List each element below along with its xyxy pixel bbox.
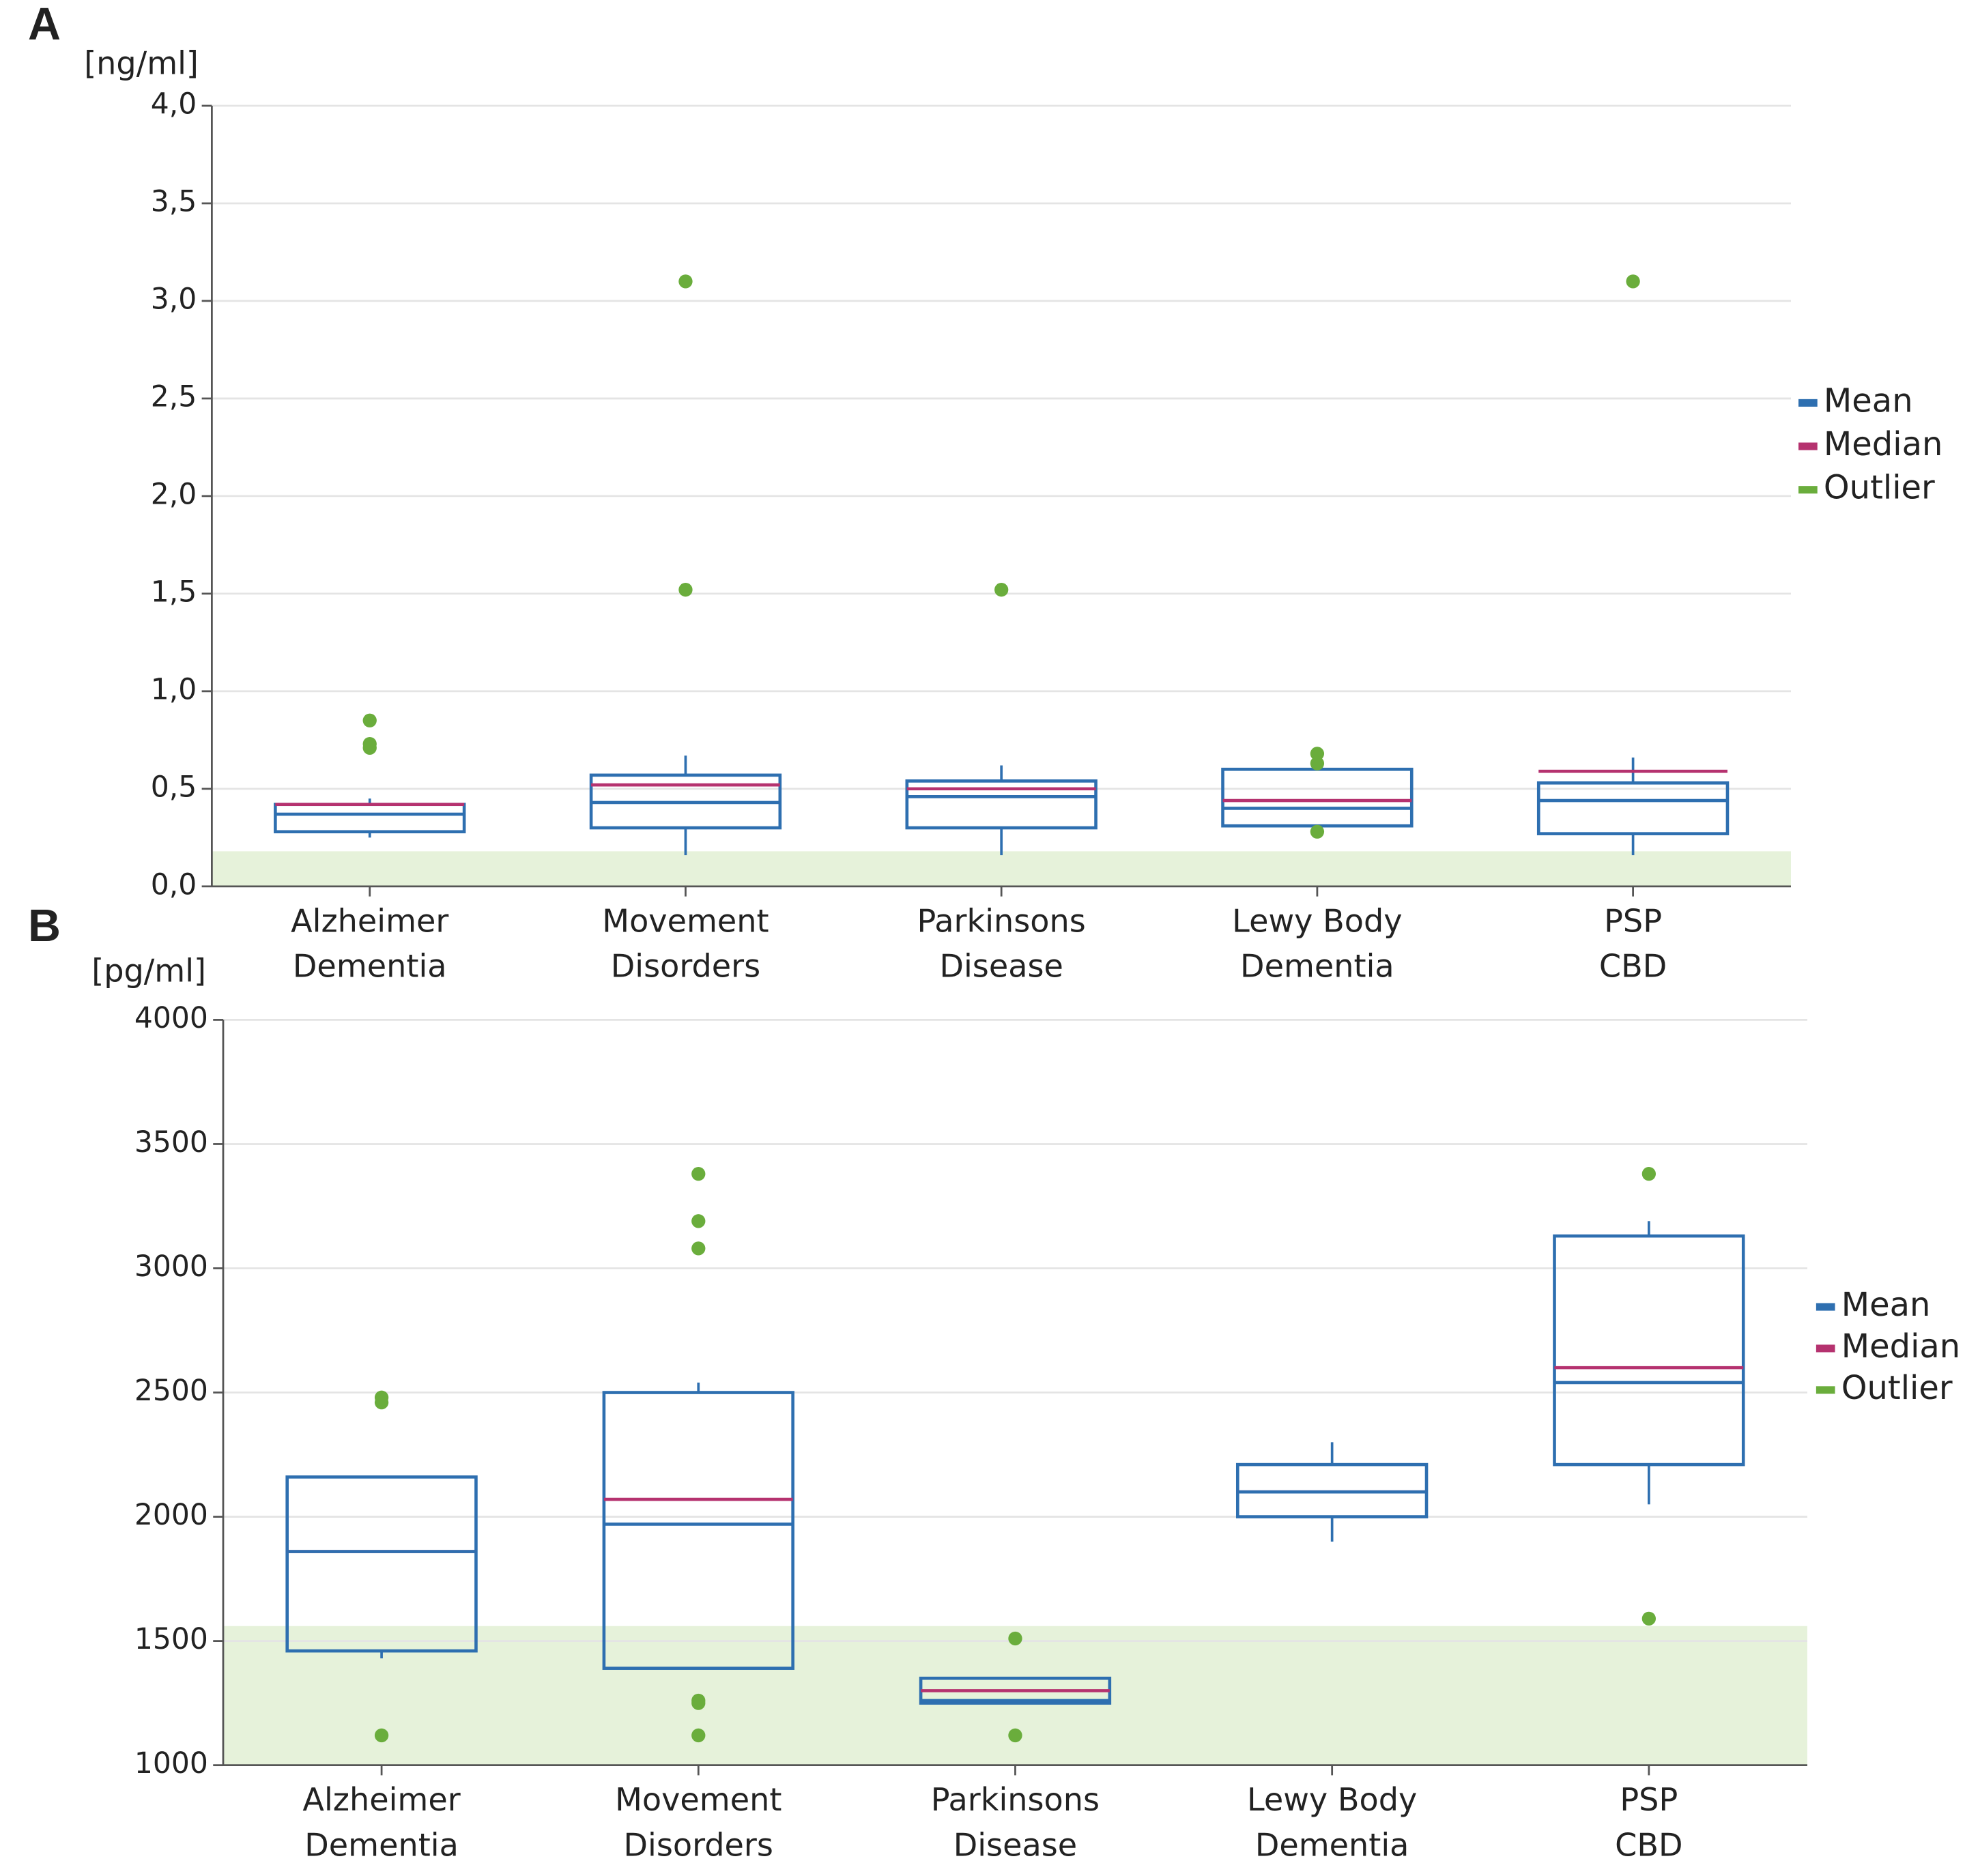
x-tick-label-box: Parkinsons Disease (917, 902, 1086, 985)
x-tick-label-box: Lewy Body Dementia (1246, 1781, 1418, 1864)
box (905, 779, 1098, 830)
legend-swatch (1816, 1344, 1835, 1353)
x-tick-label-box: Lewy Body Dementia (1232, 902, 1403, 985)
y-tick-label: 1500 (134, 1623, 208, 1656)
x-tick-label: PSP CBD (1615, 1781, 1683, 1864)
y-tick-label: 4000 (134, 1002, 208, 1035)
y-tick-label: 2000 (134, 1499, 208, 1532)
outlier (1641, 1167, 1656, 1181)
box (602, 1391, 794, 1670)
x-tick-label: Movement Disorders (602, 902, 769, 985)
x-tick-label-box: PSP CBD (1598, 902, 1667, 985)
legend-label: Mean (1841, 1286, 1931, 1324)
y-tick-label: 3,0 (151, 283, 197, 316)
reference-band (212, 851, 1791, 886)
x-tick-label: Alzheimer Dementia (302, 1781, 461, 1864)
outlier (1641, 1611, 1656, 1626)
legend-label: Median (1824, 425, 1942, 463)
legend-label: Outlier (1824, 469, 1935, 507)
y-tick-label: 2,0 (151, 478, 197, 511)
outlier (362, 713, 377, 727)
legend-swatch (1798, 486, 1818, 494)
box (274, 803, 466, 834)
panel-label: B (28, 901, 61, 951)
y-tick-label: 1,0 (151, 673, 197, 706)
box (285, 1475, 478, 1653)
outlier (1310, 747, 1325, 761)
x-tick-label-box: Parkinsons Disease (930, 1781, 1100, 1864)
x-tick-label-box: PSP CBD (1615, 1781, 1683, 1864)
box (1536, 781, 1730, 835)
outlier (691, 1696, 706, 1710)
x-tick-label: Lewy Body Dementia (1246, 1781, 1418, 1864)
x-tick-label: Alzheimer Dementia (291, 902, 449, 985)
legend-label: Outlier (1841, 1369, 1953, 1407)
x-tick-label: Parkinsons Disease (930, 1781, 1100, 1864)
y-tick-label: 2,5 (151, 380, 197, 414)
outlier (678, 583, 693, 597)
outlier (691, 1214, 706, 1228)
outlier (691, 1167, 706, 1181)
outlier (691, 1728, 706, 1743)
box (1221, 767, 1414, 828)
panel-label: A (28, 0, 61, 50)
outlier (1310, 824, 1325, 839)
outlier (691, 1241, 706, 1256)
outlier (374, 1728, 389, 1743)
box (1553, 1234, 1745, 1467)
outlier (994, 583, 1009, 597)
x-tick-label: PSP CBD (1598, 902, 1667, 985)
y-tick-label: 1000 (134, 1747, 208, 1780)
reference-band (223, 1626, 1807, 1765)
outlier (678, 274, 693, 289)
outlier (1310, 756, 1325, 770)
y-tick-label: 0,5 (151, 770, 197, 804)
outlier (374, 1395, 389, 1410)
legend-label: Median (1841, 1327, 1960, 1366)
y-tick-label: 3,5 (151, 185, 197, 218)
legend-swatch (1798, 442, 1818, 450)
x-tick-label-box: Alzheimer Dementia (291, 902, 449, 985)
x-tick-label: Lewy Body Dementia (1232, 902, 1403, 985)
outlier (1008, 1631, 1022, 1646)
outlier (362, 740, 377, 755)
x-tick-label-box: Movement Disorders (615, 1781, 782, 1864)
legend-swatch (1798, 399, 1818, 407)
x-tick-label-box: Movement Disorders (602, 902, 769, 985)
y-tick-label: 4,0 (151, 87, 197, 121)
legend-swatch (1816, 1386, 1835, 1394)
y-tick-label: 3000 (134, 1250, 208, 1284)
x-tick-label-box: Alzheimer Dementia (302, 1781, 461, 1864)
outlier (1626, 274, 1640, 289)
legend-label: Mean (1824, 381, 1913, 420)
outlier (1008, 1728, 1022, 1743)
y-axis-label: [pg/ml] (91, 953, 206, 990)
y-tick-label: 3500 (134, 1126, 208, 1159)
y-tick-label: 2500 (134, 1374, 208, 1408)
x-tick-label: Movement Disorders (615, 1781, 782, 1864)
y-tick-label: 1,5 (151, 575, 197, 609)
y-axis-label: [ng/ml] (84, 44, 199, 81)
x-tick-label: Parkinsons Disease (917, 902, 1086, 985)
legend-swatch (1816, 1303, 1835, 1311)
y-tick-label: 0,0 (151, 868, 197, 901)
